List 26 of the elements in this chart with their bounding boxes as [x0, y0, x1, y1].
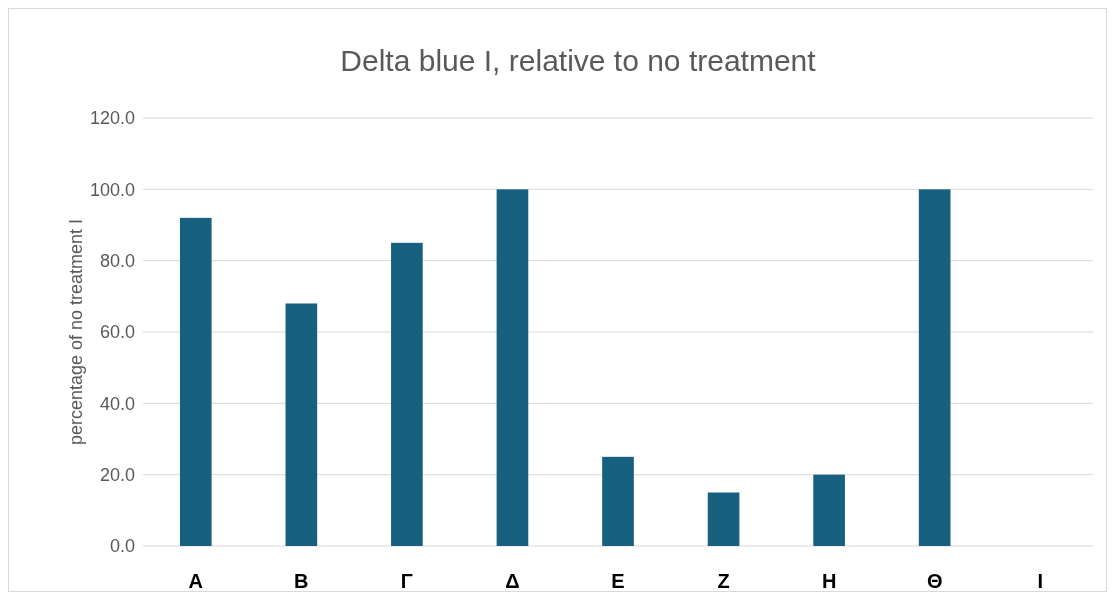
bar [391, 242, 423, 546]
x-tick-label: H [821, 570, 837, 592]
chart-title: Delta blue I, relative to no treatment [340, 44, 817, 77]
y-tick-label: 80.0 [99, 250, 135, 271]
bar [813, 474, 845, 546]
y-tick-label: 60.0 [99, 322, 135, 343]
bar [918, 189, 951, 546]
bar [496, 189, 529, 546]
y-tick-label: 0.0 [109, 536, 135, 557]
bar [179, 217, 212, 546]
bar [602, 456, 634, 546]
y-tick-label: 20.0 [99, 464, 135, 485]
y-axis-title: percentage of no treatment I [66, 218, 86, 446]
bar [285, 303, 318, 546]
x-tick-label: E [611, 570, 625, 592]
x-tick-label: I [1037, 570, 1043, 592]
x-tick-label: B [294, 570, 309, 592]
x-tick-label: Θ [926, 570, 943, 592]
bar [707, 492, 740, 546]
x-tick-label: Z [717, 570, 730, 592]
y-tick-label: 120.0 [89, 108, 135, 129]
y-tick-label: 100.0 [89, 179, 135, 200]
y-tick-label: 40.0 [99, 393, 135, 414]
x-tick-label: Γ [400, 570, 413, 592]
x-tick-label: A [188, 570, 203, 592]
x-tick-label: Δ [505, 570, 520, 592]
